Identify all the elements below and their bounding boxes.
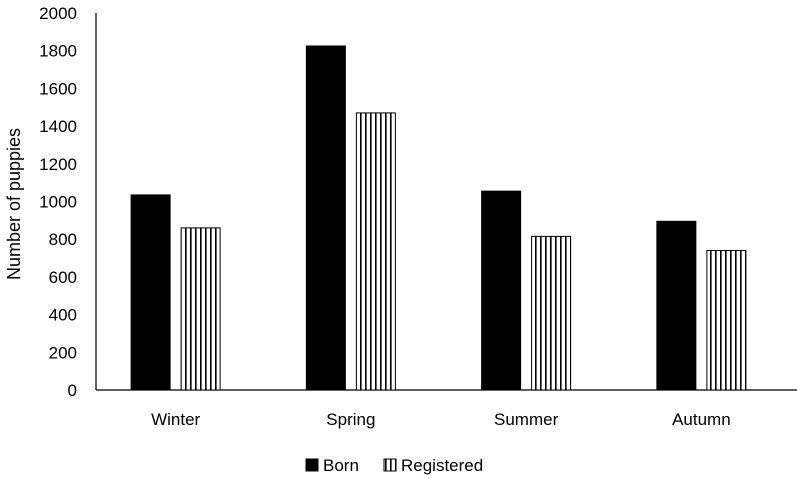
x-tick-label: Spring [326, 410, 375, 429]
x-tick-label: Autumn [672, 410, 731, 429]
plot-area: 0 200 400 600 800 1000 1200 1400 1600 1800 2000 Win… [39, 4, 797, 429]
bar-born-summer [481, 190, 522, 391]
y-tick-label: 1600 [39, 79, 77, 98]
y-axis-title: Number of puppies [4, 128, 24, 280]
bar-registered-spring [355, 112, 396, 391]
legend-label-registered: Registered [401, 456, 483, 475]
y-tick-label: 600 [49, 268, 77, 287]
legend-swatch-registered [383, 458, 397, 472]
y-tick-label: 800 [49, 230, 77, 249]
y-tick-label: 1400 [39, 117, 77, 136]
bar-born-winter [130, 194, 171, 391]
bar-registered-summer [531, 235, 572, 391]
y-tick-label: 1200 [39, 155, 77, 174]
y-tick-label: 1800 [39, 42, 77, 61]
bar-born-spring [305, 45, 346, 391]
y-tick-label: 200 [49, 343, 77, 362]
x-tick-label: Winter [151, 410, 200, 429]
y-tick-label: 400 [49, 306, 77, 325]
x-tick-label: Summer [494, 410, 559, 429]
bar-registered-winter [180, 227, 221, 391]
legend-label-born: Born [323, 456, 359, 475]
bar-registered-autumn [706, 250, 747, 391]
bar-born-autumn [656, 220, 697, 391]
y-tick-label: 2000 [39, 4, 77, 23]
legend: Born Registered [305, 456, 483, 475]
y-tick-label: 1000 [39, 193, 77, 212]
legend-swatch-born [305, 458, 319, 472]
y-tick-label: 0 [68, 381, 77, 400]
